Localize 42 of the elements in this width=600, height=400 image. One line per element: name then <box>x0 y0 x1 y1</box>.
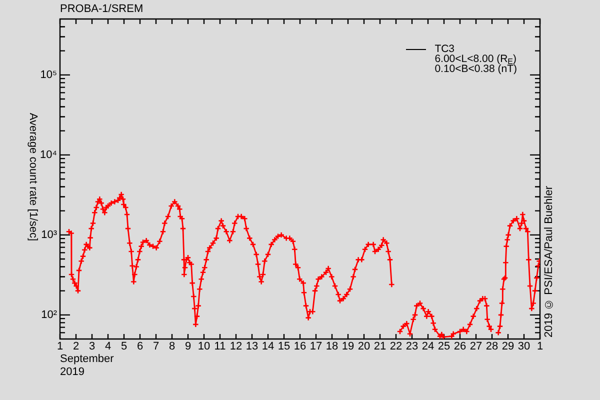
x-tick-label: 25 <box>438 340 450 353</box>
x-tick-label: 22 <box>390 340 402 353</box>
x-tick-label: 13 <box>246 340 258 353</box>
x-tick-label: 4 <box>104 340 112 353</box>
x-tick-label: 2 <box>72 340 80 353</box>
y-tick-label: 10⁵ <box>40 68 57 81</box>
x-tick-label: 30 <box>518 340 530 353</box>
x-tick-label: 6 <box>136 340 144 353</box>
x-tick-label: 24 <box>422 340 434 353</box>
x-tick-label: 1 <box>56 340 64 353</box>
x-tick-label: 12 <box>230 340 242 353</box>
x-tick-label: 19 <box>342 340 354 353</box>
x-tick-label: 15 <box>278 340 290 353</box>
x-axis-title: September 2019 <box>60 353 115 379</box>
x-tick-label: 7 <box>152 340 160 353</box>
x-tick-label: 10 <box>198 340 210 353</box>
text: 2019 © PSI/ESA/Paul Buehler <box>543 186 556 338</box>
x-tick-label: 29 <box>502 340 514 353</box>
x-tick-label: 11 <box>214 340 226 353</box>
x-tick-label: 14 <box>262 340 274 353</box>
annotation: 6.00<L<8.00 (R$_{E}$) <box>434 53 517 66</box>
text: TC3 <box>434 43 455 55</box>
x-tick-label: 18 <box>326 340 338 353</box>
x-tick-label: 1 <box>536 340 544 353</box>
y-tick-label: 10³ <box>41 228 58 241</box>
x-tick-label: 16 <box>294 340 306 353</box>
x-tick-label: 27 <box>470 340 482 353</box>
x-tick-label: 8 <box>168 340 176 353</box>
y-tick-label: 10⁴ <box>40 148 58 161</box>
y-tick-label: 10² <box>41 308 58 321</box>
x-tick-label: 9 <box>184 340 192 353</box>
x-tick-label: 17 <box>310 340 322 353</box>
annotation: 0.10<B<0.38 (nT) <box>434 63 517 75</box>
x-tick-label: 3 <box>88 340 96 353</box>
y-axis-title: Average count rate [1/sec] <box>26 112 39 242</box>
x-tick-label: 21 <box>374 340 386 353</box>
x-tick-label: 20 <box>358 340 370 353</box>
x-tick-label: 28 <box>486 340 498 353</box>
x-tick-label: 23 <box>406 340 418 353</box>
x-tick-label: 5 <box>120 340 128 353</box>
x-tick-label: 26 <box>454 340 466 353</box>
chart-title: PROBA-1/SREM <box>60 3 144 16</box>
